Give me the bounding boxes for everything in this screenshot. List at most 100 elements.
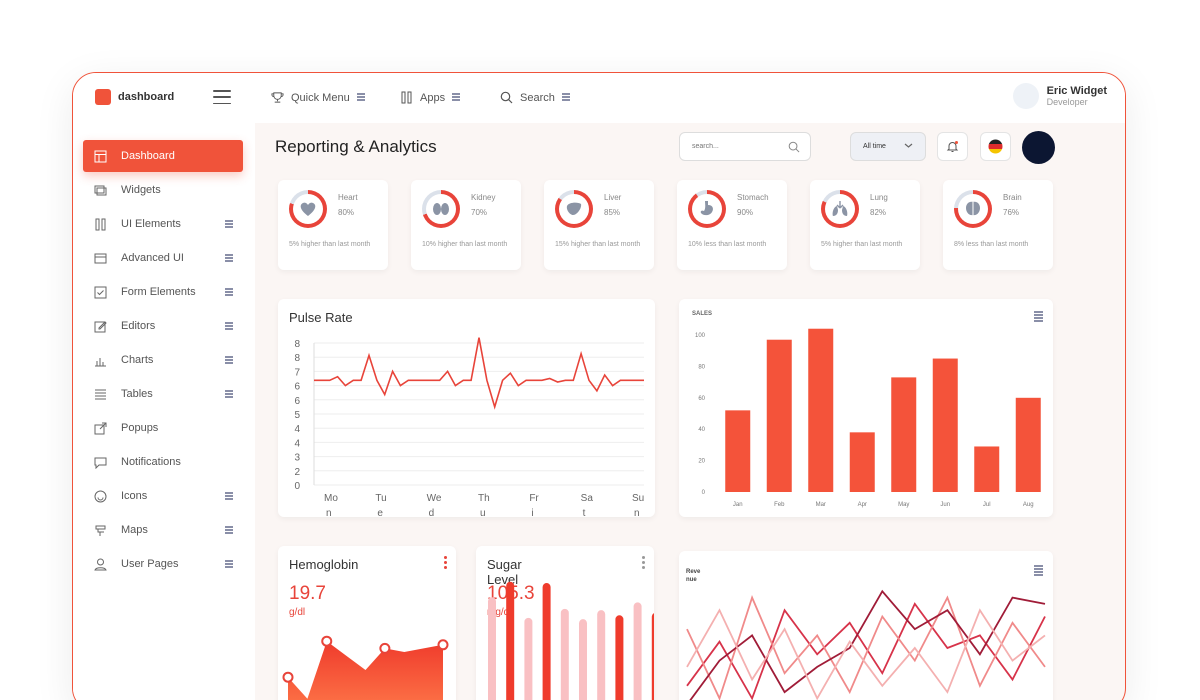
sidebar-item-label: Widgets <box>121 184 161 196</box>
progress-ring <box>422 190 460 228</box>
progress-ring <box>954 190 992 228</box>
notification-icon <box>93 455 107 469</box>
x-tick-label: Mar <box>816 502 826 508</box>
organ-percent: 82% <box>870 208 887 217</box>
organ-percent: 70% <box>471 208 488 217</box>
period-select[interactable]: All time <box>850 132 926 161</box>
sidebar-item-label: Form Elements <box>121 286 196 298</box>
submenu-icon <box>225 526 233 535</box>
kebab-menu-icon[interactable] <box>444 556 448 569</box>
sidebar-item-tables[interactable]: Tables <box>83 378 243 410</box>
card-title: SALES <box>692 311 713 317</box>
sidebar-item-charts[interactable]: Charts <box>83 344 243 376</box>
pulse-rate-chart: 0 2 3 4 4 5 6 6 7 8 8 Mo n Tu e We d Th u Fr i Sa t Su n <box>294 337 644 517</box>
search-icon <box>500 91 513 104</box>
hamburger-menu-icon[interactable] <box>213 90 231 104</box>
topnav-apps[interactable]: Apps <box>401 91 461 104</box>
sugar-unit: mg/dl <box>487 607 512 618</box>
sidebar-item-label: Notifications <box>121 456 181 468</box>
y-tick-label: 6 <box>294 382 300 393</box>
sidebar-item-advanced-ui[interactable]: Advanced UI <box>83 242 243 274</box>
brand-name: dashboard <box>118 91 175 103</box>
x-tick-label: n <box>326 508 332 517</box>
organ-percent: 76% <box>1003 208 1020 217</box>
form-icon <box>93 285 107 299</box>
bar <box>766 339 792 492</box>
organ-percent: 85% <box>604 208 621 217</box>
user-profile[interactable]: Eric Widget Developer <box>1012 83 1107 109</box>
menu-icon[interactable] <box>1034 565 1043 577</box>
notification-button[interactable] <box>937 132 968 161</box>
sales-card: SALES 0 20 40 60 80 100 Jan Feb Mar Apr May Jun Jul A… <box>679 299 1053 517</box>
topnav-search[interactable]: Search <box>500 91 570 104</box>
editor-icon <box>93 319 107 333</box>
x-tick-label: We <box>427 493 442 504</box>
organ-name: Liver <box>604 193 622 202</box>
hemoglobin-card: Hemoglobin 19.7 g/dl <box>278 546 456 700</box>
sidebar-item-maps[interactable]: Maps <box>83 514 243 546</box>
organ-note: 5% higher than last month <box>289 241 371 248</box>
smile-icon <box>93 489 107 503</box>
x-tick-label: Fr <box>529 493 539 504</box>
search-field[interactable] <box>679 132 811 161</box>
widgets-icon <box>93 183 107 197</box>
progress-ring <box>821 190 859 228</box>
y-tick-label: 6 <box>294 396 300 407</box>
sidebar-item-ui-elements[interactable]: UI Elements <box>83 208 243 240</box>
brand[interactable]: dashboard <box>95 89 174 105</box>
revenue-line <box>686 608 1046 700</box>
sidebar-item-label: Icons <box>121 490 148 502</box>
organ-card-kidney[interactable]: Kidney 70% 10% higher than last month <box>411 180 521 270</box>
organ-card-stomach[interactable]: Stomach 90% 10% less than last month <box>677 180 787 270</box>
card-title-line: Sugar <box>487 557 522 572</box>
topnav-label: Search <box>520 91 555 104</box>
kebab-menu-icon[interactable] <box>642 556 646 569</box>
x-tick-label: Tu <box>375 493 386 504</box>
topnav-quick-menu[interactable]: Quick Menu <box>271 91 365 104</box>
data-point <box>321 635 333 647</box>
sidebar-item-user-pages[interactable]: User Pages <box>83 548 243 580</box>
sidebar-item-popups[interactable]: Popups <box>83 412 243 444</box>
hemoglobin-chart <box>282 635 449 700</box>
apps-icon <box>401 91 412 104</box>
y-tick-label: 0 <box>702 490 706 496</box>
sidebar-item-editors[interactable]: Editors <box>83 310 243 342</box>
sidebar-item-dashboard[interactable]: Dashboard <box>83 140 243 172</box>
bar <box>932 358 958 492</box>
bar <box>974 446 1000 492</box>
x-tick-label: May <box>898 502 909 508</box>
language-button[interactable] <box>980 132 1011 161</box>
submenu-icon <box>225 220 233 229</box>
revenue-line <box>689 589 1046 700</box>
bar <box>1015 397 1041 492</box>
sidebar-item-label: UI Elements <box>121 218 181 230</box>
y-tick-label: 0 <box>294 481 300 492</box>
sidebar-item-label: Popups <box>121 422 159 434</box>
organ-card-brain[interactable]: Brain 76% 8% less than last month <box>943 180 1053 270</box>
organ-card-liver[interactable]: Liver 85% 15% higher than last month <box>544 180 654 270</box>
sidebar-item-widgets[interactable]: Widgets <box>83 174 243 206</box>
topnav-label: Quick Menu <box>291 91 350 104</box>
data-point <box>282 671 294 683</box>
card-title: Pulse Rate <box>289 310 353 325</box>
organ-name: Brain <box>1003 193 1022 202</box>
data-point <box>437 639 449 651</box>
y-tick-label: 40 <box>698 427 705 433</box>
sidebar-item-label: Tables <box>121 388 153 400</box>
dropdown-icon <box>452 93 461 102</box>
search-icon[interactable] <box>788 141 800 153</box>
sidebar-item-form-elements[interactable]: Form Elements <box>83 276 243 308</box>
pulse-line <box>314 337 644 410</box>
y-tick-label: 3 <box>294 453 300 464</box>
theme-toggle-button[interactable] <box>1022 131 1055 164</box>
search-input[interactable] <box>692 133 792 160</box>
organ-card-lung[interactable]: Lung 82% 5% higher than last month <box>810 180 920 270</box>
hemoglobin-value: 19.7 <box>289 583 326 604</box>
menu-icon[interactable] <box>1034 311 1043 323</box>
brain-icon <box>966 201 980 216</box>
organ-card-heart[interactable]: Heart 80% 5% higher than last month <box>278 180 388 270</box>
sidebar-item-notifications[interactable]: Notifications <box>83 446 243 478</box>
bar <box>651 613 654 700</box>
sidebar-item-icons[interactable]: Icons <box>83 480 243 512</box>
user-name: Eric Widget <box>1046 85 1107 97</box>
